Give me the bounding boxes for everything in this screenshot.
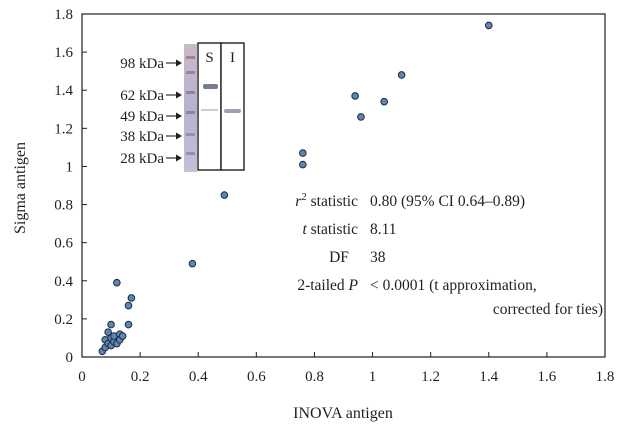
stat-value: 38 (370, 249, 386, 266)
data-point (127, 294, 136, 302)
data-point (124, 320, 133, 329)
y-tick-label: 0.2 (54, 312, 73, 328)
x-axis-title: INOVA antigen (293, 405, 393, 422)
marker-arrowhead (176, 59, 182, 67)
marker-arrowhead (176, 112, 182, 120)
y-tick-label: 1.4 (54, 83, 73, 99)
ladder-band (186, 71, 195, 74)
marker-arrowhead (176, 132, 182, 140)
marker-label: 62 kDa (120, 88, 164, 104)
data-point (118, 332, 127, 340)
data-point (351, 92, 359, 100)
data-points (98, 21, 493, 356)
y-axis: 0 0.2 0.4 0.6 0.8 1 1.2 1.4 1.6 1.8 (54, 7, 87, 366)
marker-label: 28 kDa (120, 151, 164, 167)
data-point (397, 71, 406, 79)
marker-label: 38 kDa (120, 129, 164, 145)
x-tick-label: 1.2 (421, 369, 440, 385)
stat-value: 0.80 (95% CI 0.64–0.89) (370, 193, 525, 210)
x-tick-label: 0.4 (189, 369, 208, 385)
stat-label: t statistic (302, 221, 358, 238)
data-point (380, 97, 388, 106)
blot-lane-i (220, 42, 245, 171)
data-point (107, 320, 115, 329)
x-tick-label: 0.8 (305, 369, 324, 385)
y-tick-label: 1 (66, 159, 74, 175)
data-point (299, 160, 307, 169)
ladder-lane (184, 44, 197, 172)
data-point (113, 278, 121, 287)
x-tick-label: 0.6 (247, 369, 266, 385)
blot-band (201, 109, 218, 111)
y-tick-label: 1.6 (54, 45, 73, 61)
ladder-band (186, 152, 195, 155)
y-tick-label: 0 (66, 350, 74, 366)
data-point (220, 191, 229, 199)
x-tick-label: 0.2 (131, 369, 150, 385)
data-point (299, 149, 307, 157)
ladder-band (186, 111, 195, 114)
y-tick-label: 1.8 (54, 7, 73, 23)
x-tick-label: 1.4 (479, 369, 498, 385)
y-tick-label: 0.8 (54, 198, 73, 214)
stat-value: corrected for ties) (493, 301, 603, 318)
x-axis: 0 0.2 0.4 0.6 0.8 1 1.2 1.4 1.6 1.8 (78, 352, 614, 385)
data-point (124, 301, 133, 310)
marker-label: 49 kDa (120, 109, 164, 125)
plot-border (81, 13, 606, 358)
western-blot-inset: S I 98 kDa 62 kDa 49 kDa 38 kDa 28 kDa (120, 42, 245, 172)
statistics-annotation: r2 statistic 0.80 (95% CI 0.64–0.89) t sta… (295, 191, 603, 318)
ladder-band (186, 133, 195, 136)
x-tick-label: 0 (78, 369, 86, 385)
ladder-band (186, 56, 195, 59)
blot-band (203, 84, 218, 89)
y-axis-title: Sigma antigen (12, 142, 29, 234)
y-tick-label: 0.4 (54, 274, 73, 290)
x-tick-label: 1.6 (538, 369, 557, 385)
stat-label: 2-tailed P (297, 277, 358, 294)
marker-arrowhead (176, 91, 182, 99)
data-point (357, 113, 365, 121)
data-point (484, 21, 493, 30)
x-tick-label: 1 (369, 369, 377, 385)
marker-label: 98 kDa (120, 56, 164, 72)
molecular-weight-markers: 98 kDa 62 kDa 49 kDa 38 kDa 28 kDa (120, 56, 182, 167)
lane-label-s: S (205, 50, 213, 66)
marker-arrowhead (176, 154, 182, 162)
stat-label: r2 statistic (295, 191, 358, 210)
blot-band (224, 109, 241, 113)
lane-label-i: I (230, 50, 235, 66)
data-point (188, 259, 197, 268)
x-tick-label: 1.8 (596, 369, 615, 385)
stat-label: DF (329, 249, 349, 266)
y-tick-label: 0.6 (54, 236, 73, 252)
ladder-band (186, 91, 195, 94)
stat-value: < 0.0001 (t approximation, (370, 277, 537, 294)
y-tick-label: 1.2 (54, 121, 73, 137)
plot-frame (81, 13, 606, 358)
stat-value: 8.11 (370, 221, 397, 238)
